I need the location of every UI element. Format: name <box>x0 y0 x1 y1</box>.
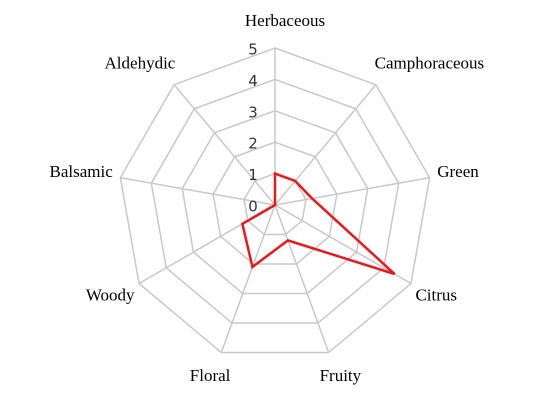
r-tick-label: 3 <box>248 103 258 121</box>
r-tick-label: 4 <box>248 72 258 90</box>
category-label: Woody <box>86 285 135 304</box>
category-label: Fruity <box>320 366 362 385</box>
axis-spoke <box>220 204 276 353</box>
category-label: Camphoraceous <box>375 54 485 73</box>
category-label: Herbaceous <box>245 11 325 30</box>
r-tick-label: 0 <box>248 198 258 216</box>
grid-ring <box>150 78 400 324</box>
r-tick-label: 1 <box>248 166 258 184</box>
category-label: Floral <box>190 366 231 385</box>
axis-spoke <box>120 176 276 206</box>
axis-spoke <box>274 176 430 206</box>
r-tick-label: 5 <box>248 41 258 59</box>
axis-spoke <box>173 84 276 206</box>
grid-ring <box>212 141 338 265</box>
category-label: Aldehydic <box>105 54 176 73</box>
axis-spoke <box>274 84 377 206</box>
r-tick-label: 2 <box>248 135 258 153</box>
series-line <box>240 171 396 276</box>
grid-ring <box>243 172 307 236</box>
grid-ring <box>181 110 369 295</box>
grid-ring <box>119 47 431 354</box>
category-label: Balsamic <box>50 162 114 181</box>
axis-spoke <box>274 204 412 285</box>
category-label: Green <box>437 162 479 181</box>
category-label: Citrus <box>415 285 457 304</box>
axis-spoke <box>274 204 330 353</box>
